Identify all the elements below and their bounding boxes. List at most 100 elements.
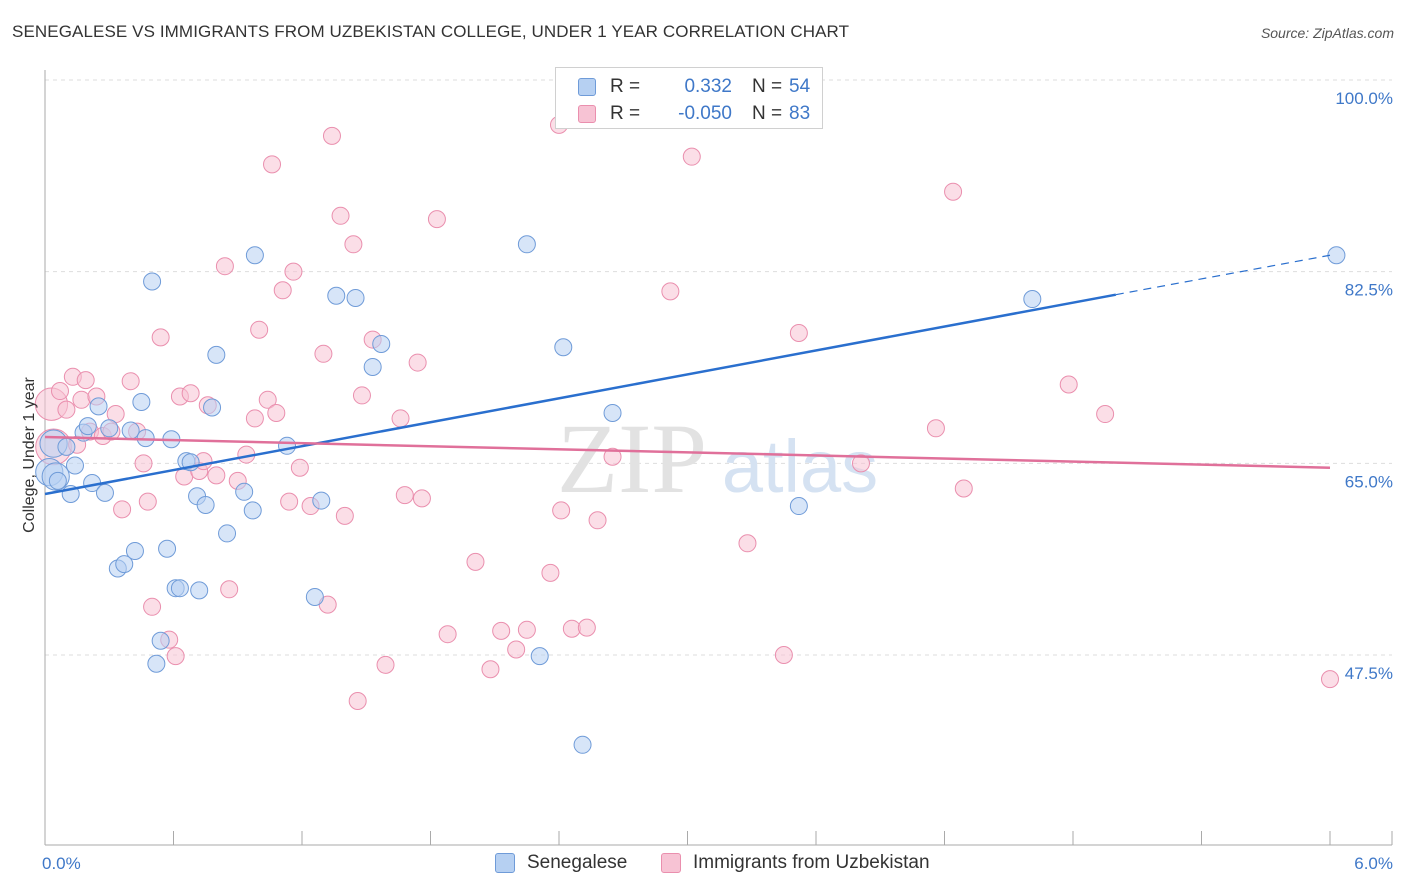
chart-title: SENEGALESE VS IMMIGRANTS FROM UZBEKISTAN… <box>12 22 850 41</box>
senegalese-point <box>530 647 549 666</box>
senegalese-point <box>121 421 140 440</box>
uzbekistan-point <box>562 619 581 638</box>
senegalese-point <box>517 235 536 254</box>
uzbekistan-point <box>263 155 282 174</box>
x-tick-label-min: 0.0% <box>42 854 81 873</box>
uzbekistan-point <box>348 692 367 710</box>
uzbekistan-point <box>376 655 395 674</box>
legend-label-senegalese: Senegalese <box>527 852 628 873</box>
uzbekistan-point <box>395 486 414 505</box>
uzbekistan-point <box>166 647 185 666</box>
y-tick-label: 47.5% <box>1345 664 1393 683</box>
uzbekistan-point <box>577 618 596 637</box>
uzbekistan-point <box>352 386 371 405</box>
uzbekistan-point <box>427 210 446 229</box>
senegalese-point <box>1023 290 1042 309</box>
senegalese-trend-extension <box>1115 254 1331 296</box>
source-credit: Source: ZipAtlas.com <box>1260 25 1394 41</box>
uzbekistan-point <box>603 447 622 466</box>
watermark-zip: ZIP <box>557 403 707 514</box>
uzbekistan-point <box>344 235 363 254</box>
legend-swatch-blue <box>578 78 596 96</box>
uzbekistan-point <box>789 324 808 342</box>
uzbekistan-point <box>280 492 299 511</box>
senegalese-point <box>78 417 97 436</box>
uzbekistan-point <box>661 282 680 301</box>
senegalese-point <box>65 456 84 475</box>
senegalese-point <box>1327 246 1346 265</box>
y-tick-label: 82.5% <box>1345 281 1393 300</box>
uzbekistan-point <box>151 328 170 347</box>
uzbekistan-point <box>273 281 292 300</box>
senegalese-point <box>95 483 114 502</box>
legend-r-value-1: 0.332 <box>684 76 732 97</box>
senegalese-point <box>170 579 189 598</box>
senegalese-point <box>346 288 365 307</box>
legend-n-label: N = <box>752 103 783 124</box>
legend-row-senegalese: R = 0.332 N = 54 <box>578 75 810 99</box>
uzbekistan-point <box>113 500 132 519</box>
uzbekistan-point <box>682 147 701 166</box>
legend-n-value-1: 54 <box>789 76 811 97</box>
uzbekistan-point <box>57 400 76 419</box>
senegalese-point <box>125 541 144 560</box>
uzbekistan-point <box>50 382 69 401</box>
x-tick-labels: 0.0% 6.0% <box>42 854 1393 873</box>
senegalese-point <box>100 419 119 438</box>
uzbekistan-point <box>121 372 140 391</box>
legend-swatch-blue <box>495 853 515 873</box>
uzbekistan-point <box>215 257 234 276</box>
senegalese-point <box>235 482 254 501</box>
uzbekistan-point <box>76 371 95 390</box>
uzbekistan-point <box>134 454 153 473</box>
uzbekistan-point <box>466 552 485 571</box>
uzbekistan-point <box>492 621 511 640</box>
y-tick-label: 65.0% <box>1345 472 1393 491</box>
uzbekistan-point <box>954 479 973 498</box>
legend-n-value-2: 83 <box>789 103 811 124</box>
senegalese-point <box>218 524 237 543</box>
legend-swatch-pink <box>578 105 596 123</box>
senegalese-point <box>147 654 166 673</box>
uzbekistan-point <box>138 492 157 511</box>
uzbekistan-point <box>322 126 341 145</box>
legend-r-value-2: -0.050 <box>678 103 732 124</box>
uzbekistan-trend-line <box>44 435 1331 469</box>
uzbekistan-point <box>738 534 757 553</box>
x-tick-label-max: 6.0% <box>1354 854 1393 873</box>
uzbekistan-point <box>331 206 350 225</box>
uzbekistan-point <box>408 353 427 372</box>
uzbekistan-point <box>207 466 226 485</box>
uzbekistan-point <box>245 409 264 428</box>
uzbekistan-point <box>335 506 354 525</box>
uzbekistan-point <box>481 660 500 679</box>
senegalese-point <box>245 246 264 265</box>
uzbekistan-point <box>181 384 200 403</box>
uzbekistan-point <box>258 390 277 409</box>
legend-label-uzbekistan: Immigrants from Uzbekistan <box>693 852 930 873</box>
y-axis-label: College, Under 1 year <box>21 377 38 533</box>
uzbekistan-point <box>507 640 526 659</box>
uzbekistan-point <box>412 489 431 508</box>
y-tick-labels: 100.0% 82.5% 65.0% 47.5% <box>1335 89 1393 683</box>
legend-item-senegalese[interactable]: Senegalese <box>495 852 627 874</box>
uzbekistan-point <box>1096 405 1115 424</box>
legend-r-label: R = <box>610 76 641 97</box>
senegalese-point <box>554 338 573 357</box>
y-tick-label: 100.0% <box>1335 89 1393 108</box>
legend-item-uzbekistan[interactable]: Immigrants from Uzbekistan <box>661 852 930 874</box>
senegalese-point <box>151 631 170 650</box>
senegalese-point <box>203 398 222 417</box>
uzbekistan-point <box>517 620 536 639</box>
senegalese-point <box>327 286 346 305</box>
trend-lines <box>44 254 1331 496</box>
uzbekistan-point <box>1059 375 1078 394</box>
senegalese-point <box>132 393 151 411</box>
uzbekistan-point <box>1321 670 1339 689</box>
uzbekistan-point <box>774 646 793 664</box>
uzbekistan-point <box>290 458 309 477</box>
uzbekistan-point <box>220 580 239 599</box>
legend-swatch-pink <box>661 853 681 873</box>
senegalese-point <box>48 471 67 490</box>
